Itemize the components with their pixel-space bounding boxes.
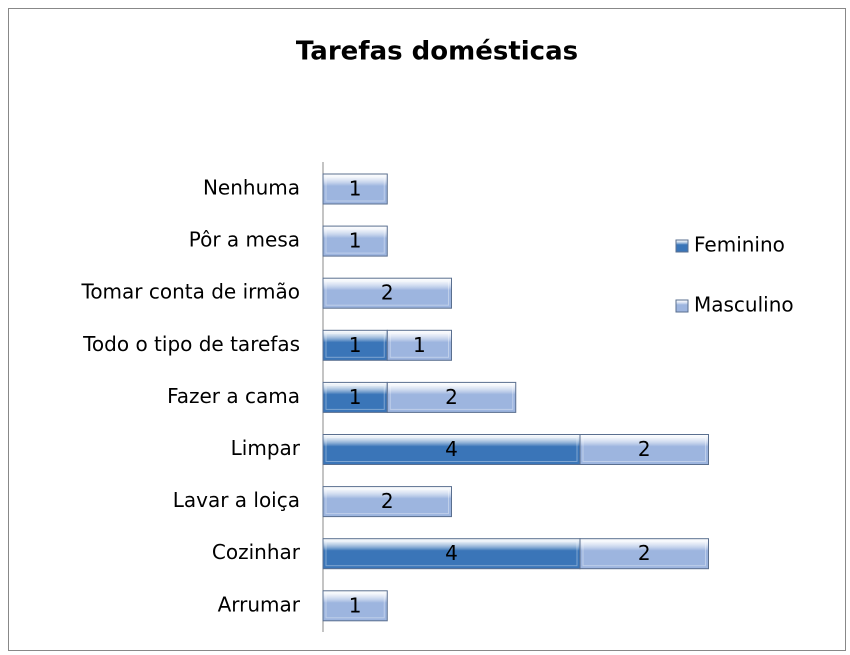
bar-bevel — [582, 437, 706, 462]
y-tick-label: Tomar conta de irmão — [81, 280, 301, 304]
bar — [579, 434, 709, 465]
data-label: 1 — [349, 385, 362, 409]
y-tick-label: Todo o tipo de tarefas — [82, 332, 300, 356]
legend-swatch — [675, 299, 689, 313]
data-label: 1 — [349, 177, 362, 201]
bar — [322, 173, 388, 205]
bar-bevel — [582, 541, 706, 567]
data-label: 2 — [445, 385, 458, 409]
data-label: 2 — [638, 541, 651, 565]
data-label: 1 — [413, 333, 426, 357]
bar — [322, 277, 452, 309]
bar-bevel — [325, 541, 578, 567]
data-label: 1 — [349, 593, 362, 617]
data-label: 4 — [445, 437, 458, 461]
bar-bevel — [389, 384, 514, 410]
data-label: 2 — [638, 437, 651, 461]
legend-label: Feminino — [694, 233, 785, 257]
data-label: 1 — [349, 229, 362, 253]
y-tick-label: Arrumar — [218, 592, 301, 616]
y-tick-label: Pôr a mesa — [189, 228, 300, 252]
legend-label: Masculino — [694, 293, 794, 317]
bar — [322, 538, 581, 570]
chart-title: Tarefas domésticas — [296, 37, 578, 67]
bar-bevel — [325, 437, 578, 462]
bar-bevel — [325, 384, 385, 410]
y-tick-label: Limpar — [231, 436, 301, 460]
data-label: 1 — [349, 333, 362, 357]
bar — [322, 329, 388, 361]
bar — [322, 590, 388, 622]
legend-swatch — [675, 239, 689, 253]
bar — [322, 225, 388, 257]
bar-bevel — [325, 332, 385, 358]
y-tick-label: Nenhuma — [203, 176, 300, 200]
bar-bevel — [325, 280, 449, 306]
bar — [386, 381, 517, 413]
bar-bevel — [325, 593, 385, 619]
data-label: 2 — [381, 489, 394, 513]
bar-bevel — [325, 228, 385, 254]
bar — [322, 486, 452, 518]
bar — [322, 434, 581, 465]
bar — [322, 381, 388, 413]
bar-bevel — [325, 489, 449, 515]
bar — [579, 538, 709, 570]
data-label: 2 — [381, 281, 394, 305]
y-tick-label: Fazer a cama — [167, 384, 300, 408]
y-tick-label: Lavar a loiça — [173, 488, 300, 512]
bar-bevel — [389, 332, 449, 358]
bar — [386, 329, 452, 361]
data-label: 4 — [445, 541, 458, 565]
y-tick-label: Cozinhar — [212, 540, 301, 564]
bar-bevel — [325, 176, 385, 202]
